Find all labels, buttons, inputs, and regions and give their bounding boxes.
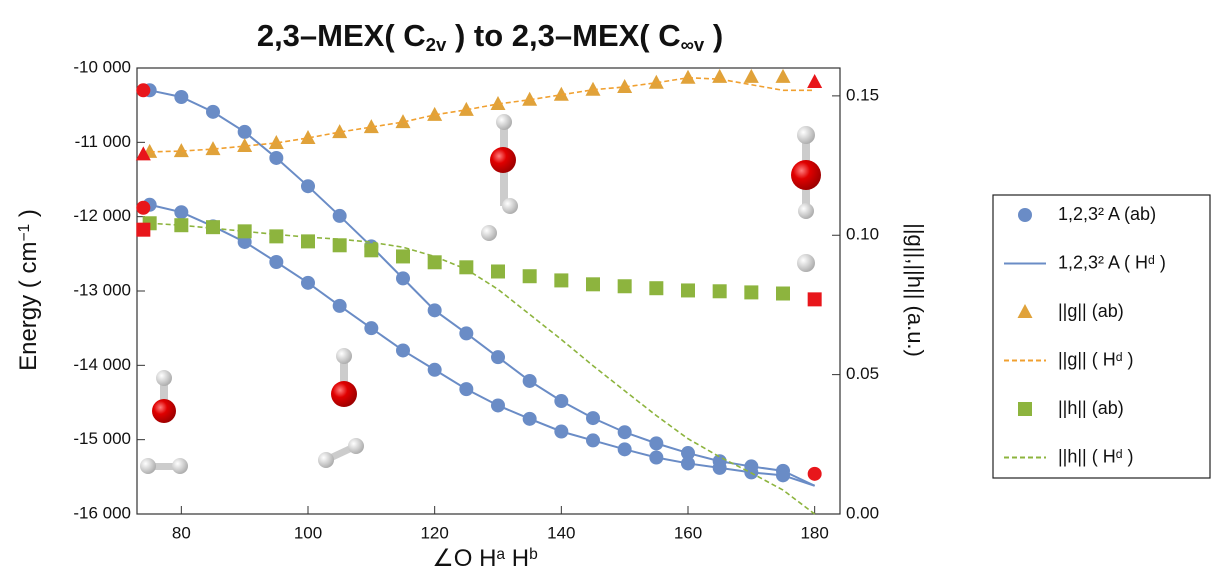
legend-swatch <box>1018 402 1032 416</box>
point <box>491 264 505 279</box>
point <box>206 220 220 235</box>
legend-swatch <box>1017 304 1033 318</box>
point <box>553 86 569 101</box>
point <box>490 95 506 110</box>
molecules <box>140 114 821 474</box>
y-tick-label: -14 000 <box>73 355 131 374</box>
legend-label: ||g|| ( Hᵈ ) <box>1058 349 1134 369</box>
x-tick-label: 140 <box>547 523 575 542</box>
x-tick-label: 100 <box>294 523 322 542</box>
point <box>776 286 790 301</box>
point <box>269 229 284 244</box>
text-part: ∞v <box>681 34 705 55</box>
point <box>237 224 252 239</box>
point <box>522 91 538 106</box>
legend-box <box>992 194 1211 479</box>
point <box>807 466 822 481</box>
y2-tick-label: 0.05 <box>846 364 879 383</box>
y2-tick-label: 0.10 <box>846 225 879 244</box>
point <box>364 243 379 258</box>
x-axis-label: ∠O Ha Hb <box>432 545 538 572</box>
legend-label: 1,2,3² A ( Hᵈ ) <box>1058 252 1166 272</box>
point <box>459 260 474 275</box>
point <box>237 138 253 153</box>
point <box>136 200 151 215</box>
text-part: 2v <box>426 34 447 55</box>
point <box>712 284 727 299</box>
y-tick-label: -12 000 <box>73 206 131 225</box>
y-tick-label: -13 000 <box>73 280 131 299</box>
text-part: ∠O H <box>432 545 496 572</box>
y-tick-label: -11 000 <box>75 132 131 151</box>
point <box>743 68 759 83</box>
point <box>586 277 600 292</box>
point <box>648 74 664 89</box>
legend-label: ||h|| ( Hᵈ ) <box>1058 446 1134 466</box>
legend-label: ||g|| (ab) <box>1058 301 1124 321</box>
point <box>649 281 664 296</box>
x-tick-label: 180 <box>800 523 828 542</box>
y-tick-label: -15 000 <box>73 429 131 448</box>
point <box>744 285 759 300</box>
legend-swatch <box>1018 208 1032 222</box>
point <box>363 119 379 134</box>
point <box>395 114 411 129</box>
y-axis-label: Energy ( cm−1 ) <box>15 209 42 371</box>
x-tick-label: 120 <box>420 523 448 542</box>
point <box>427 255 442 270</box>
point <box>136 83 151 98</box>
point <box>205 141 221 156</box>
series-line <box>149 89 816 487</box>
text-part: 2,3–MEX( C <box>257 18 426 53</box>
text-part: −1 <box>16 224 33 242</box>
point <box>300 129 316 144</box>
y2-tick-label: 0.15 <box>846 85 879 104</box>
y-tick-label: -10 000 <box>73 57 131 76</box>
point <box>427 106 443 121</box>
y2-axis-label: ||g||,||h|| (a.u.) <box>903 223 928 357</box>
point <box>332 124 348 139</box>
point <box>681 283 695 298</box>
x-tick-label: 80 <box>172 523 191 542</box>
point <box>458 101 474 116</box>
text-part: H <box>505 545 529 572</box>
series-line <box>149 203 815 487</box>
point <box>554 273 569 288</box>
point <box>712 68 728 83</box>
legend-label: ||h|| (ab) <box>1058 398 1124 418</box>
legend-label: 1,2,3² A (ab) <box>1058 204 1156 224</box>
series-line <box>149 222 816 515</box>
point <box>807 73 823 88</box>
point <box>136 222 151 237</box>
x-tick-label: 160 <box>674 523 702 542</box>
point <box>174 218 189 233</box>
text-part: a <box>496 546 505 563</box>
point <box>617 279 632 294</box>
point <box>775 68 791 83</box>
text-part: ) <box>704 18 723 53</box>
point <box>680 69 696 84</box>
point <box>396 249 410 264</box>
point <box>522 269 537 284</box>
point <box>173 143 189 158</box>
series-line <box>149 76 815 153</box>
point <box>332 238 347 253</box>
y-tick-label: -16 000 <box>73 503 131 522</box>
point <box>585 81 601 96</box>
text-part: ) <box>15 209 42 224</box>
point <box>135 146 151 161</box>
text-part: Energy ( cm <box>15 242 42 371</box>
chart-title: 2,3–MEX( C2v ) to 2,3–MEX( C∞v ) <box>257 18 723 55</box>
y2-tick-label: 0.00 <box>846 503 879 522</box>
point <box>617 78 633 93</box>
text-part: ) to 2,3–MEX( C <box>446 18 680 53</box>
text-part: b <box>529 546 538 563</box>
point <box>268 134 284 149</box>
point <box>807 292 822 307</box>
